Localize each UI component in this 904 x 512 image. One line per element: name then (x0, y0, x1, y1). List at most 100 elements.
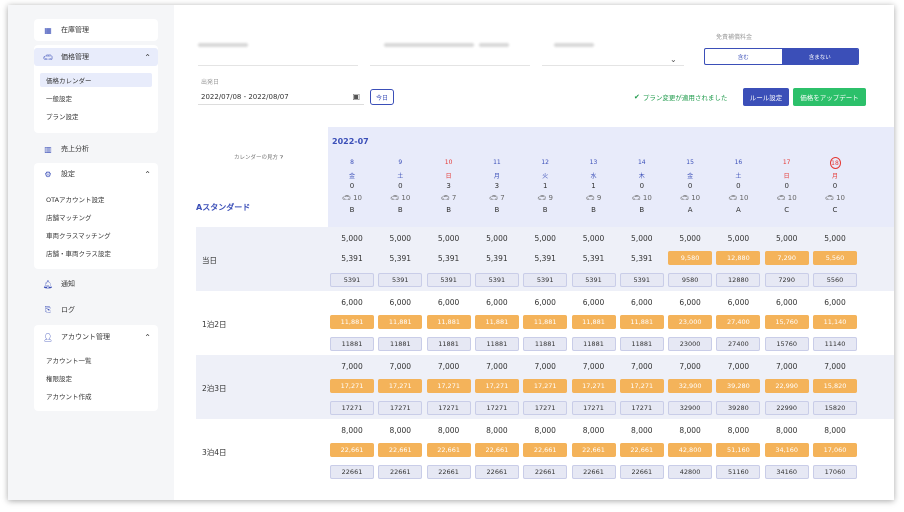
final-price-input[interactable]: 11881 (330, 337, 374, 351)
calculated-price: 11,881 (474, 315, 519, 329)
final-price-input[interactable]: 5391 (474, 273, 519, 287)
weekday: 金 (687, 173, 694, 180)
date-range-input[interactable]: 2022/07/08 - 2022/08/07 ▣ (198, 89, 364, 105)
nav-sales[interactable]: ▥ 売上分析 (34, 139, 158, 159)
class-rank: B (591, 206, 596, 214)
final-price-input[interactable]: 5560 (813, 273, 857, 287)
segment-include[interactable]: 含む (737, 54, 749, 61)
sub-price-calendar[interactable]: 価格カレンダー (40, 73, 152, 87)
chevron-down-icon[interactable]: ⌄ (670, 55, 677, 64)
final-price-input[interactable]: 5391 (619, 273, 664, 287)
final-price-input[interactable]: 17271 (378, 401, 423, 415)
final-price-input[interactable]: 39280 (716, 401, 761, 415)
final-price-input[interactable]: 17060 (813, 465, 857, 479)
final-price-input[interactable]: 5391 (426, 273, 471, 287)
final-price-input[interactable]: 15820 (813, 401, 857, 415)
final-price-input[interactable]: 11881 (619, 337, 664, 351)
final-price-input[interactable]: 5391 (571, 273, 616, 287)
final-price-input[interactable]: 22661 (474, 465, 519, 479)
nav-notice-label: 通知 (61, 280, 75, 288)
base-price: 6,000 (341, 297, 363, 307)
nav-log[interactable]: ⎘ ログ (34, 300, 158, 320)
class-rank: B (494, 206, 500, 214)
weekday: 水 (590, 173, 597, 180)
sub-vehicle-matching[interactable]: 車両クラスマッチング (46, 232, 111, 240)
class-rank: C (784, 206, 790, 214)
final-price-input[interactable]: 9580 (668, 273, 713, 287)
calculated-price: 27,400 (716, 315, 761, 329)
final-price-input[interactable]: 22661 (523, 465, 568, 479)
calendar-guide-link[interactable]: カレンダーの見方 ❓︎ (234, 153, 283, 162)
final-price-input[interactable]: 7290 (764, 273, 809, 287)
sub-store-vehicle-settings[interactable]: 店舗・車両クラス設定 (46, 250, 111, 258)
available-count: 0 (398, 182, 403, 190)
plan-select[interactable] (542, 65, 684, 66)
final-price-input[interactable]: 22661 (330, 465, 374, 479)
final-price-input[interactable]: 11140 (813, 337, 857, 351)
final-price-input[interactable]: 11881 (523, 337, 568, 351)
final-price-input[interactable]: 12880 (716, 273, 761, 287)
calendar-icon[interactable]: ▣ (352, 92, 360, 101)
calculated-price: 22,661 (523, 443, 568, 457)
final-price-input[interactable]: 17271 (330, 401, 374, 415)
nav-inventory[interactable]: ▦ 在庫管理 (34, 21, 158, 39)
sub-ota-account[interactable]: OTAアカウント設定 (46, 196, 105, 204)
nav-settings[interactable]: ⚙ 設定 ⌃ (34, 165, 158, 183)
final-price-input[interactable]: 11881 (571, 337, 616, 351)
car-icon: 🚗︎ (537, 194, 547, 202)
final-price-input[interactable]: 23000 (668, 337, 713, 351)
status-message: ✔ プラン変更が適用されました (634, 90, 727, 104)
calculated-price: 5,391 (631, 253, 653, 263)
calendar-guide-text: カレンダーの見方 (234, 155, 279, 161)
final-price-input[interactable]: 5391 (523, 273, 568, 287)
base-price: 5,000 (775, 233, 798, 243)
final-price-input[interactable]: 27400 (716, 337, 761, 351)
final-price-input[interactable]: 5391 (378, 273, 423, 287)
final-price-input[interactable]: 32900 (668, 401, 713, 415)
vehicle-select[interactable] (370, 65, 530, 66)
calculated-price: 5,560 (813, 251, 857, 265)
final-price-input[interactable]: 22661 (571, 465, 616, 479)
final-price-input[interactable]: 5391 (330, 273, 374, 287)
base-price: 6,000 (824, 297, 846, 307)
base-price: 7,000 (582, 361, 605, 371)
final-price-input[interactable]: 22661 (426, 465, 471, 479)
sub-general-settings[interactable]: 一般設定 (46, 95, 72, 103)
car-icon: 🚗︎ (824, 194, 834, 202)
rule-settings-button[interactable]: ルール設定 (743, 88, 789, 106)
sub-account-list[interactable]: アカウント一覧 (46, 357, 92, 365)
nav-notice[interactable]: 🔔︎ 通知 (34, 274, 158, 294)
sub-permission-settings[interactable]: 権限設定 (46, 375, 72, 383)
final-price-input[interactable]: 15760 (764, 337, 809, 351)
available-count: 0 (687, 182, 693, 190)
update-price-button[interactable]: 価格をアップデート (793, 88, 866, 106)
final-price-input[interactable]: 22661 (378, 465, 423, 479)
final-price-input[interactable]: 51160 (716, 465, 761, 479)
final-price-input[interactable]: 11881 (378, 337, 423, 351)
final-price-input[interactable]: 22990 (764, 401, 809, 415)
final-price-input[interactable]: 17271 (474, 401, 519, 415)
store-select[interactable] (198, 65, 358, 66)
day-number: 11 (493, 159, 501, 166)
final-price-input[interactable]: 22661 (619, 465, 664, 479)
weekday: 日 (445, 173, 452, 180)
final-price-input[interactable]: 17271 (571, 401, 616, 415)
final-price-input[interactable]: 17271 (523, 401, 568, 415)
user-icon: 👤︎ (42, 332, 54, 342)
sub-account-create[interactable]: アカウント作成 (46, 393, 92, 401)
day-header: 15 金 0 🚗︎ 10 A (666, 157, 714, 218)
vehicle-count: 🚗︎ 10 (390, 194, 411, 202)
nav-price-mgmt[interactable]: 🚗︎ 価格管理 ⌃ (34, 48, 158, 66)
nav-account[interactable]: 👤︎ アカウント管理 ⌃ (34, 328, 158, 346)
final-price-input[interactable]: 11881 (426, 337, 471, 351)
insurance-toggle[interactable]: 含む 含まない (704, 48, 859, 65)
sub-store-matching[interactable]: 店舗マッチング (46, 214, 92, 222)
final-price-input[interactable]: 17271 (619, 401, 664, 415)
segment-exclude[interactable]: 含まない (781, 49, 858, 64)
sub-plan-settings[interactable]: プラン設定 (46, 113, 79, 121)
final-price-input[interactable]: 11881 (474, 337, 519, 351)
today-button[interactable]: 今日 (370, 89, 394, 105)
final-price-input[interactable]: 17271 (426, 401, 471, 415)
final-price-input[interactable]: 42800 (668, 465, 713, 479)
final-price-input[interactable]: 34160 (764, 465, 809, 479)
